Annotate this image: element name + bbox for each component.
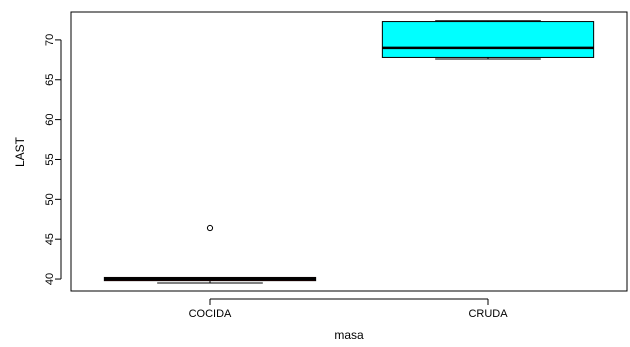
x-axis: COCIDA CRUDA: [189, 298, 508, 320]
x-tick-label: CRUDA: [468, 308, 508, 320]
y-tick-label: 50: [44, 193, 56, 205]
y-tick-label: 65: [44, 74, 56, 86]
x-axis-label: masa: [334, 328, 364, 342]
y-tick-label: 55: [44, 153, 56, 165]
y-tick-label: 45: [44, 233, 56, 245]
plot-frame: [70, 11, 628, 292]
y-tick-label: 60: [44, 113, 56, 125]
box-cruda: [381, 20, 595, 60]
y-axis: 40 45 50 55 60 65 70: [44, 34, 62, 285]
y-tick-label: 40: [44, 273, 56, 285]
box-cocida: [103, 224, 317, 284]
box-body: [381, 21, 595, 58]
x-tick-label: COCIDA: [189, 308, 232, 320]
y-axis-label: LAST: [13, 136, 27, 167]
outlier-point: [206, 224, 214, 232]
boxes-layer: [103, 20, 595, 284]
y-tick-label: 70: [44, 34, 56, 46]
